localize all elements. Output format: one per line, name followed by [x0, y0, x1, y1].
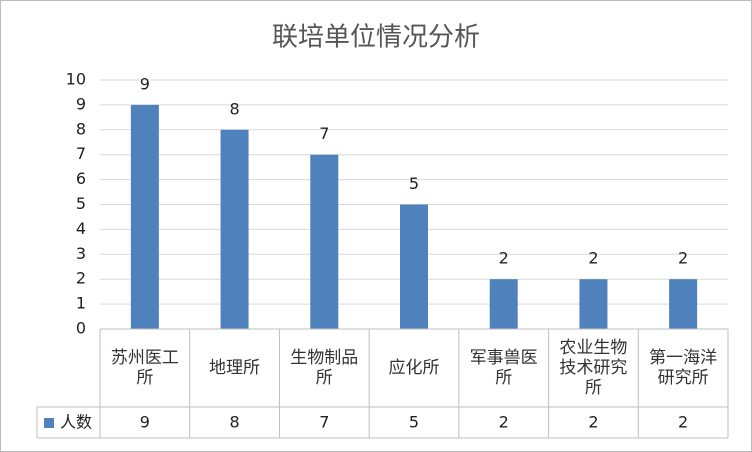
- bar: [669, 279, 698, 329]
- x-tick-text: 农业生物技术研究所: [559, 338, 628, 398]
- y-tick-label: 8: [76, 119, 86, 138]
- bar: [400, 204, 428, 329]
- x-tick-text: 军事兽医所: [469, 348, 538, 388]
- y-tick-label: 4: [76, 219, 86, 238]
- bar: [579, 279, 608, 329]
- data-label: 5: [409, 174, 419, 193]
- x-tick-label: 第一海洋研究所: [638, 329, 728, 407]
- x-tick-text: 第一海洋研究所: [649, 348, 718, 388]
- table-value: 8: [229, 413, 239, 432]
- y-tick-label: 0: [76, 319, 86, 338]
- bar: [220, 129, 249, 329]
- chart-title: 联培单位情况分析: [272, 23, 480, 53]
- table-value: 7: [319, 413, 329, 432]
- data-label: 7: [319, 124, 329, 143]
- y-tick-label: 2: [76, 269, 86, 288]
- legend-label: 人数: [60, 413, 92, 432]
- x-tick-label: 地理所: [190, 329, 280, 407]
- x-tick-label: 军事兽医所: [459, 329, 549, 407]
- data-label: 9: [140, 74, 150, 93]
- y-tick-label: 6: [76, 169, 86, 188]
- table-value: 2: [588, 413, 598, 432]
- x-tick-text: 生物制品所: [290, 348, 359, 388]
- x-tick-label: 农业生物技术研究所: [549, 329, 639, 407]
- legend-key: [44, 418, 54, 428]
- x-tick-label: 生物制品所: [279, 329, 369, 407]
- table-value: 2: [678, 413, 688, 432]
- data-label: 8: [229, 99, 239, 118]
- bar: [130, 104, 159, 330]
- x-tick-label: 苏州医工所: [100, 329, 190, 407]
- y-tick-label: 3: [76, 244, 86, 263]
- x-tick-text: 地理所: [209, 358, 261, 378]
- x-tick-text: 应化所: [388, 358, 440, 378]
- table-value: 2: [499, 413, 509, 432]
- data-label: 2: [678, 249, 688, 268]
- bar: [489, 279, 518, 329]
- y-tick-label: 10: [66, 70, 86, 89]
- table-value: 9: [140, 413, 150, 432]
- x-tick-label: 应化所: [369, 329, 459, 407]
- table-value: 5: [409, 413, 419, 432]
- data-label: 2: [588, 249, 598, 268]
- y-tick-label: 7: [76, 144, 86, 163]
- data-label: 2: [499, 249, 509, 268]
- y-tick-label: 1: [76, 294, 86, 313]
- bar: [310, 154, 339, 329]
- y-tick-label: 5: [76, 194, 86, 213]
- x-tick-text: 苏州医工所: [110, 348, 179, 388]
- y-tick-label: 9: [76, 94, 86, 113]
